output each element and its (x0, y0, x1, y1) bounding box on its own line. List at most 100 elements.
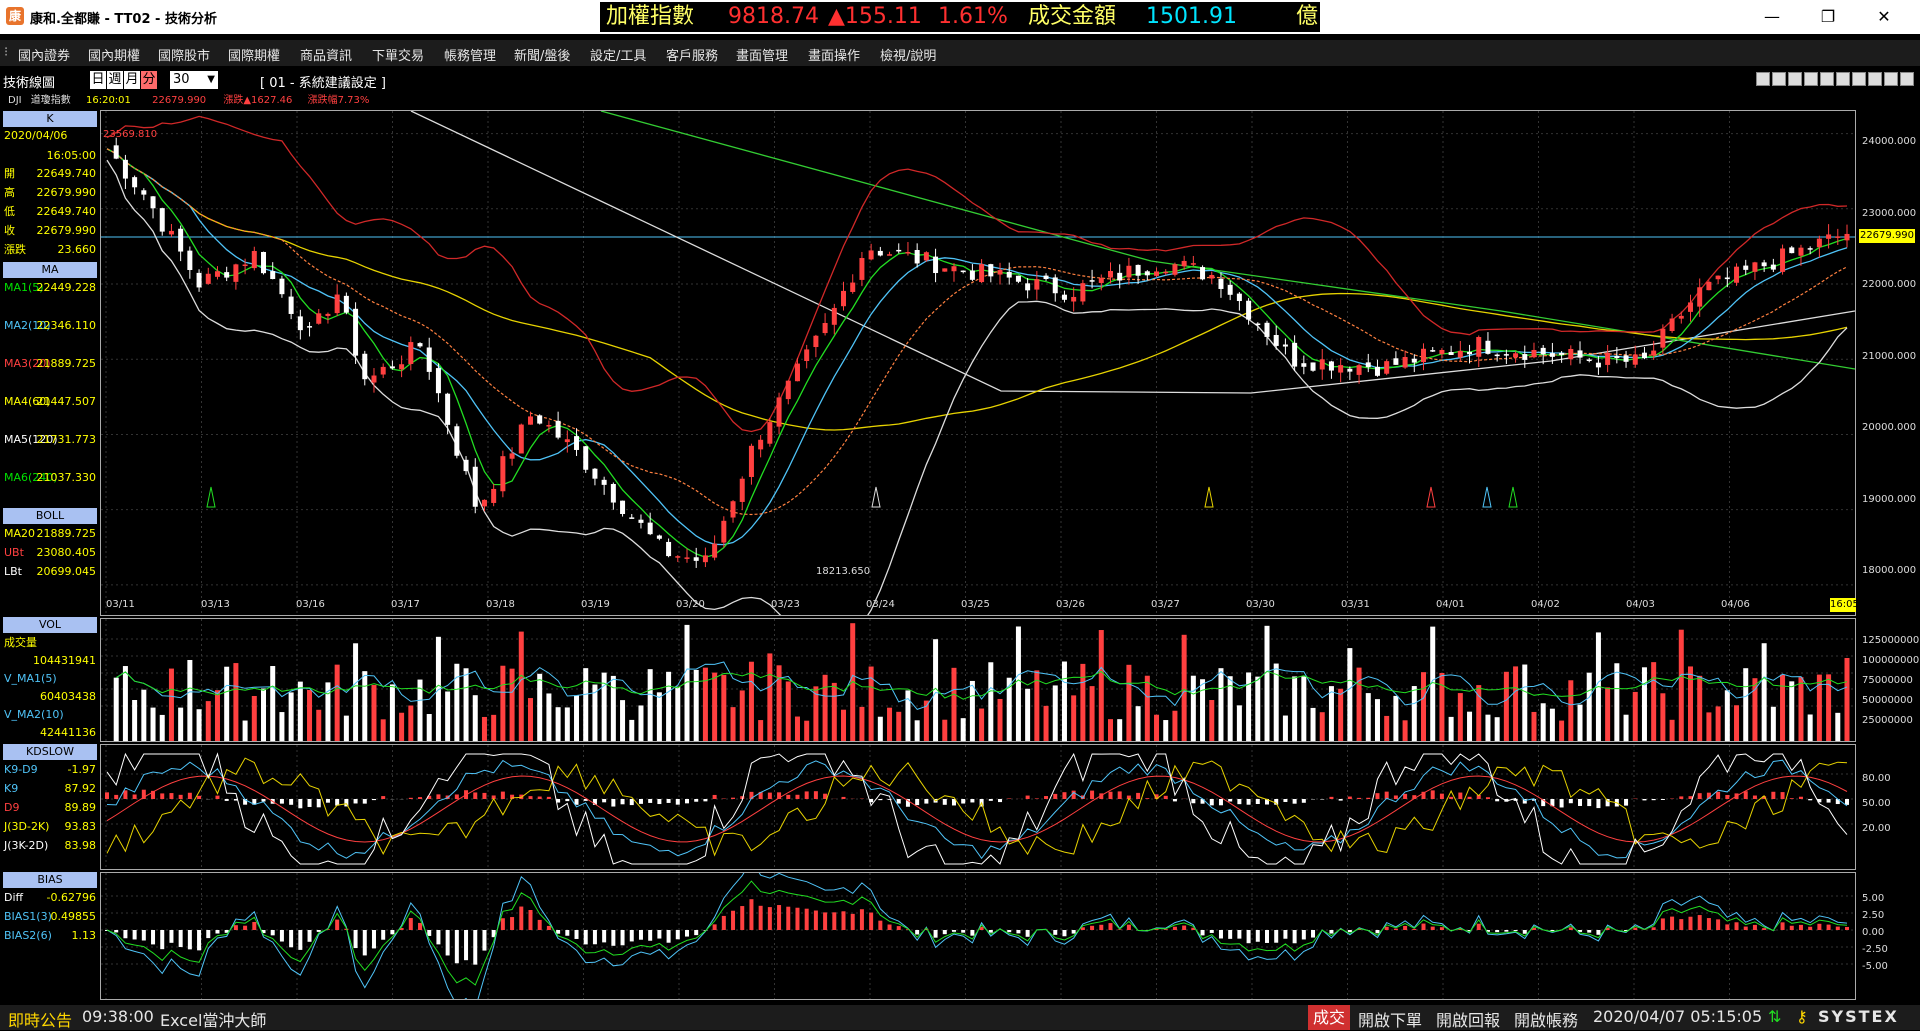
kd-histogram-bar (814, 791, 818, 799)
candle-body (942, 268, 947, 271)
candle-body (1826, 234, 1831, 238)
bias-bar (409, 918, 413, 930)
minimize-icon[interactable]: — (1752, 4, 1792, 30)
volume-bar (1734, 705, 1739, 741)
open-account-button[interactable]: 開啟帳務 (1514, 1007, 1578, 1031)
period-week-button[interactable]: 週 (107, 71, 123, 89)
period-minute-button[interactable]: 分 (141, 71, 157, 89)
menu-item-domestic-futures[interactable]: 國內期權 (88, 45, 140, 64)
menu-item-product-info[interactable]: 商品資訊 (300, 45, 352, 64)
plus-icon[interactable] (1804, 72, 1818, 86)
candle-body (1108, 271, 1113, 278)
kd-histogram-bar (1210, 799, 1214, 805)
menu-item-settings[interactable]: 設定/工具 (590, 45, 646, 64)
ohlc-value: 22679.990 (37, 185, 97, 201)
volume-panel[interactable] (100, 618, 1856, 742)
symbol-name: 道瓊指數 (31, 95, 71, 106)
price-chart-panel[interactable]: 23569.810 18213.650 (100, 110, 1856, 616)
bias-bar (1394, 929, 1398, 930)
candle-body (445, 394, 450, 425)
print-icon[interactable] (1884, 72, 1898, 86)
zoom-out-icon[interactable] (1836, 72, 1850, 86)
save-icon[interactable] (1868, 72, 1882, 86)
menu-item-intl-futures[interactable]: 國際期權 (228, 45, 280, 64)
menu-item-domestic-securities[interactable]: 國內證券 (18, 45, 70, 64)
volume-bar (371, 685, 376, 741)
crosshair-icon[interactable] (1756, 72, 1770, 86)
ohlc-label: 開 (4, 166, 15, 182)
panel-title: 技術線圖 (3, 72, 55, 91)
menu-item-account[interactable]: 帳務管理 (444, 45, 496, 64)
menu-item-screen-ops[interactable]: 畫面操作 (808, 45, 860, 64)
axis-tick-label: 22000.000 (1862, 279, 1916, 290)
bias-bar (1652, 927, 1656, 930)
kd-panel[interactable] (100, 744, 1856, 870)
candle-body (1531, 350, 1536, 357)
vol-row: 104431941 (4, 653, 96, 669)
notice-text[interactable]: Excel當沖大師 (160, 1007, 266, 1031)
close-icon[interactable]: ✕ (1864, 4, 1904, 30)
open-report-button[interactable]: 開啟回報 (1436, 1007, 1500, 1031)
menu-item-intl-stocks[interactable]: 國際股市 (158, 45, 210, 64)
bias-bar (1422, 924, 1426, 930)
volume-bar (1255, 677, 1260, 741)
bias-bar (1587, 930, 1591, 933)
restore-icon[interactable]: ❐ (1808, 4, 1848, 30)
bias-panel[interactable] (100, 872, 1856, 1000)
ma-value: 21447.507 (37, 394, 97, 410)
menu-item-screen-mgmt[interactable]: 畫面管理 (736, 45, 788, 64)
axis-tick-label: 100000000 (1862, 655, 1919, 666)
kd-histogram-bar (786, 795, 790, 799)
tools-icon[interactable] (1852, 72, 1866, 86)
period-month-button[interactable]: 月 (124, 71, 140, 89)
kd-histogram-bar (602, 799, 606, 802)
volume-bar (583, 668, 588, 741)
export-icon[interactable] (1900, 72, 1914, 86)
volume-bar (1126, 665, 1131, 741)
title-bar: 康 康和.全都賺 - TT02 - 技術分析 加權指數 9818.74 ▲155… (0, 0, 1920, 34)
bias-bar (1799, 925, 1803, 930)
volume-bar (399, 713, 404, 741)
index-ticker: 加權指數 9818.74 ▲155.11 1.61% 成交金額 1501.91 … (600, 2, 1320, 32)
menu-item-view-help[interactable]: 檢視/說明 (880, 45, 936, 64)
candle-body (1550, 353, 1555, 357)
candle-body (325, 314, 330, 316)
volume-bar (1439, 673, 1444, 741)
menu-item-service[interactable]: 客戶服務 (666, 45, 718, 64)
kd-histogram-bar (418, 797, 422, 799)
interval-select[interactable]: 30 ▼ (170, 71, 218, 89)
volume-bar (1762, 643, 1767, 741)
candle-body (1421, 349, 1426, 362)
symbol-info: DJI 道瓊指數 16:20:01 22679.990 漲跌▲1627.46 漲… (8, 91, 369, 106)
volume-bar (500, 666, 505, 741)
trade-button[interactable]: 成交 (1308, 1005, 1350, 1030)
zoom-in-icon[interactable] (1820, 72, 1834, 86)
kd-histogram-bar (381, 796, 385, 799)
kd-histogram-bar (1744, 791, 1748, 799)
volume-bar (1522, 665, 1527, 741)
ticker-volume-value: 1501.91 (1146, 2, 1237, 32)
bias-value: 0.49855 (51, 909, 97, 925)
volume-bar (1154, 715, 1159, 741)
menu-item-news[interactable]: 新聞/盤後 (514, 45, 570, 64)
menu-item-order[interactable]: 下單交易 (372, 45, 424, 64)
notice-time: 09:38:00 (82, 1007, 154, 1026)
kd-value: 83.98 (65, 838, 97, 854)
symbol-change: 漲跌▲1627.46 (223, 95, 292, 106)
candle-body (1126, 266, 1131, 278)
remove-icon[interactable] (1788, 72, 1802, 86)
notice-label[interactable]: 即時公告 (8, 1007, 72, 1031)
candle-body (123, 160, 128, 179)
period-day-button[interactable]: 日 (90, 71, 106, 89)
bias-bar (1661, 918, 1665, 930)
add-icon[interactable] (1772, 72, 1786, 86)
settings-label[interactable]: [ 01 - 系統建議設定 ] (260, 72, 386, 91)
volume-bar (1467, 712, 1472, 741)
volume-chart (101, 619, 1855, 741)
candle-body (1688, 302, 1693, 311)
candle-body (1393, 358, 1398, 365)
open-order-button[interactable]: 開啟下單 (1358, 1007, 1422, 1031)
kd-histogram-bar (123, 790, 127, 799)
bias-bar (657, 930, 661, 939)
